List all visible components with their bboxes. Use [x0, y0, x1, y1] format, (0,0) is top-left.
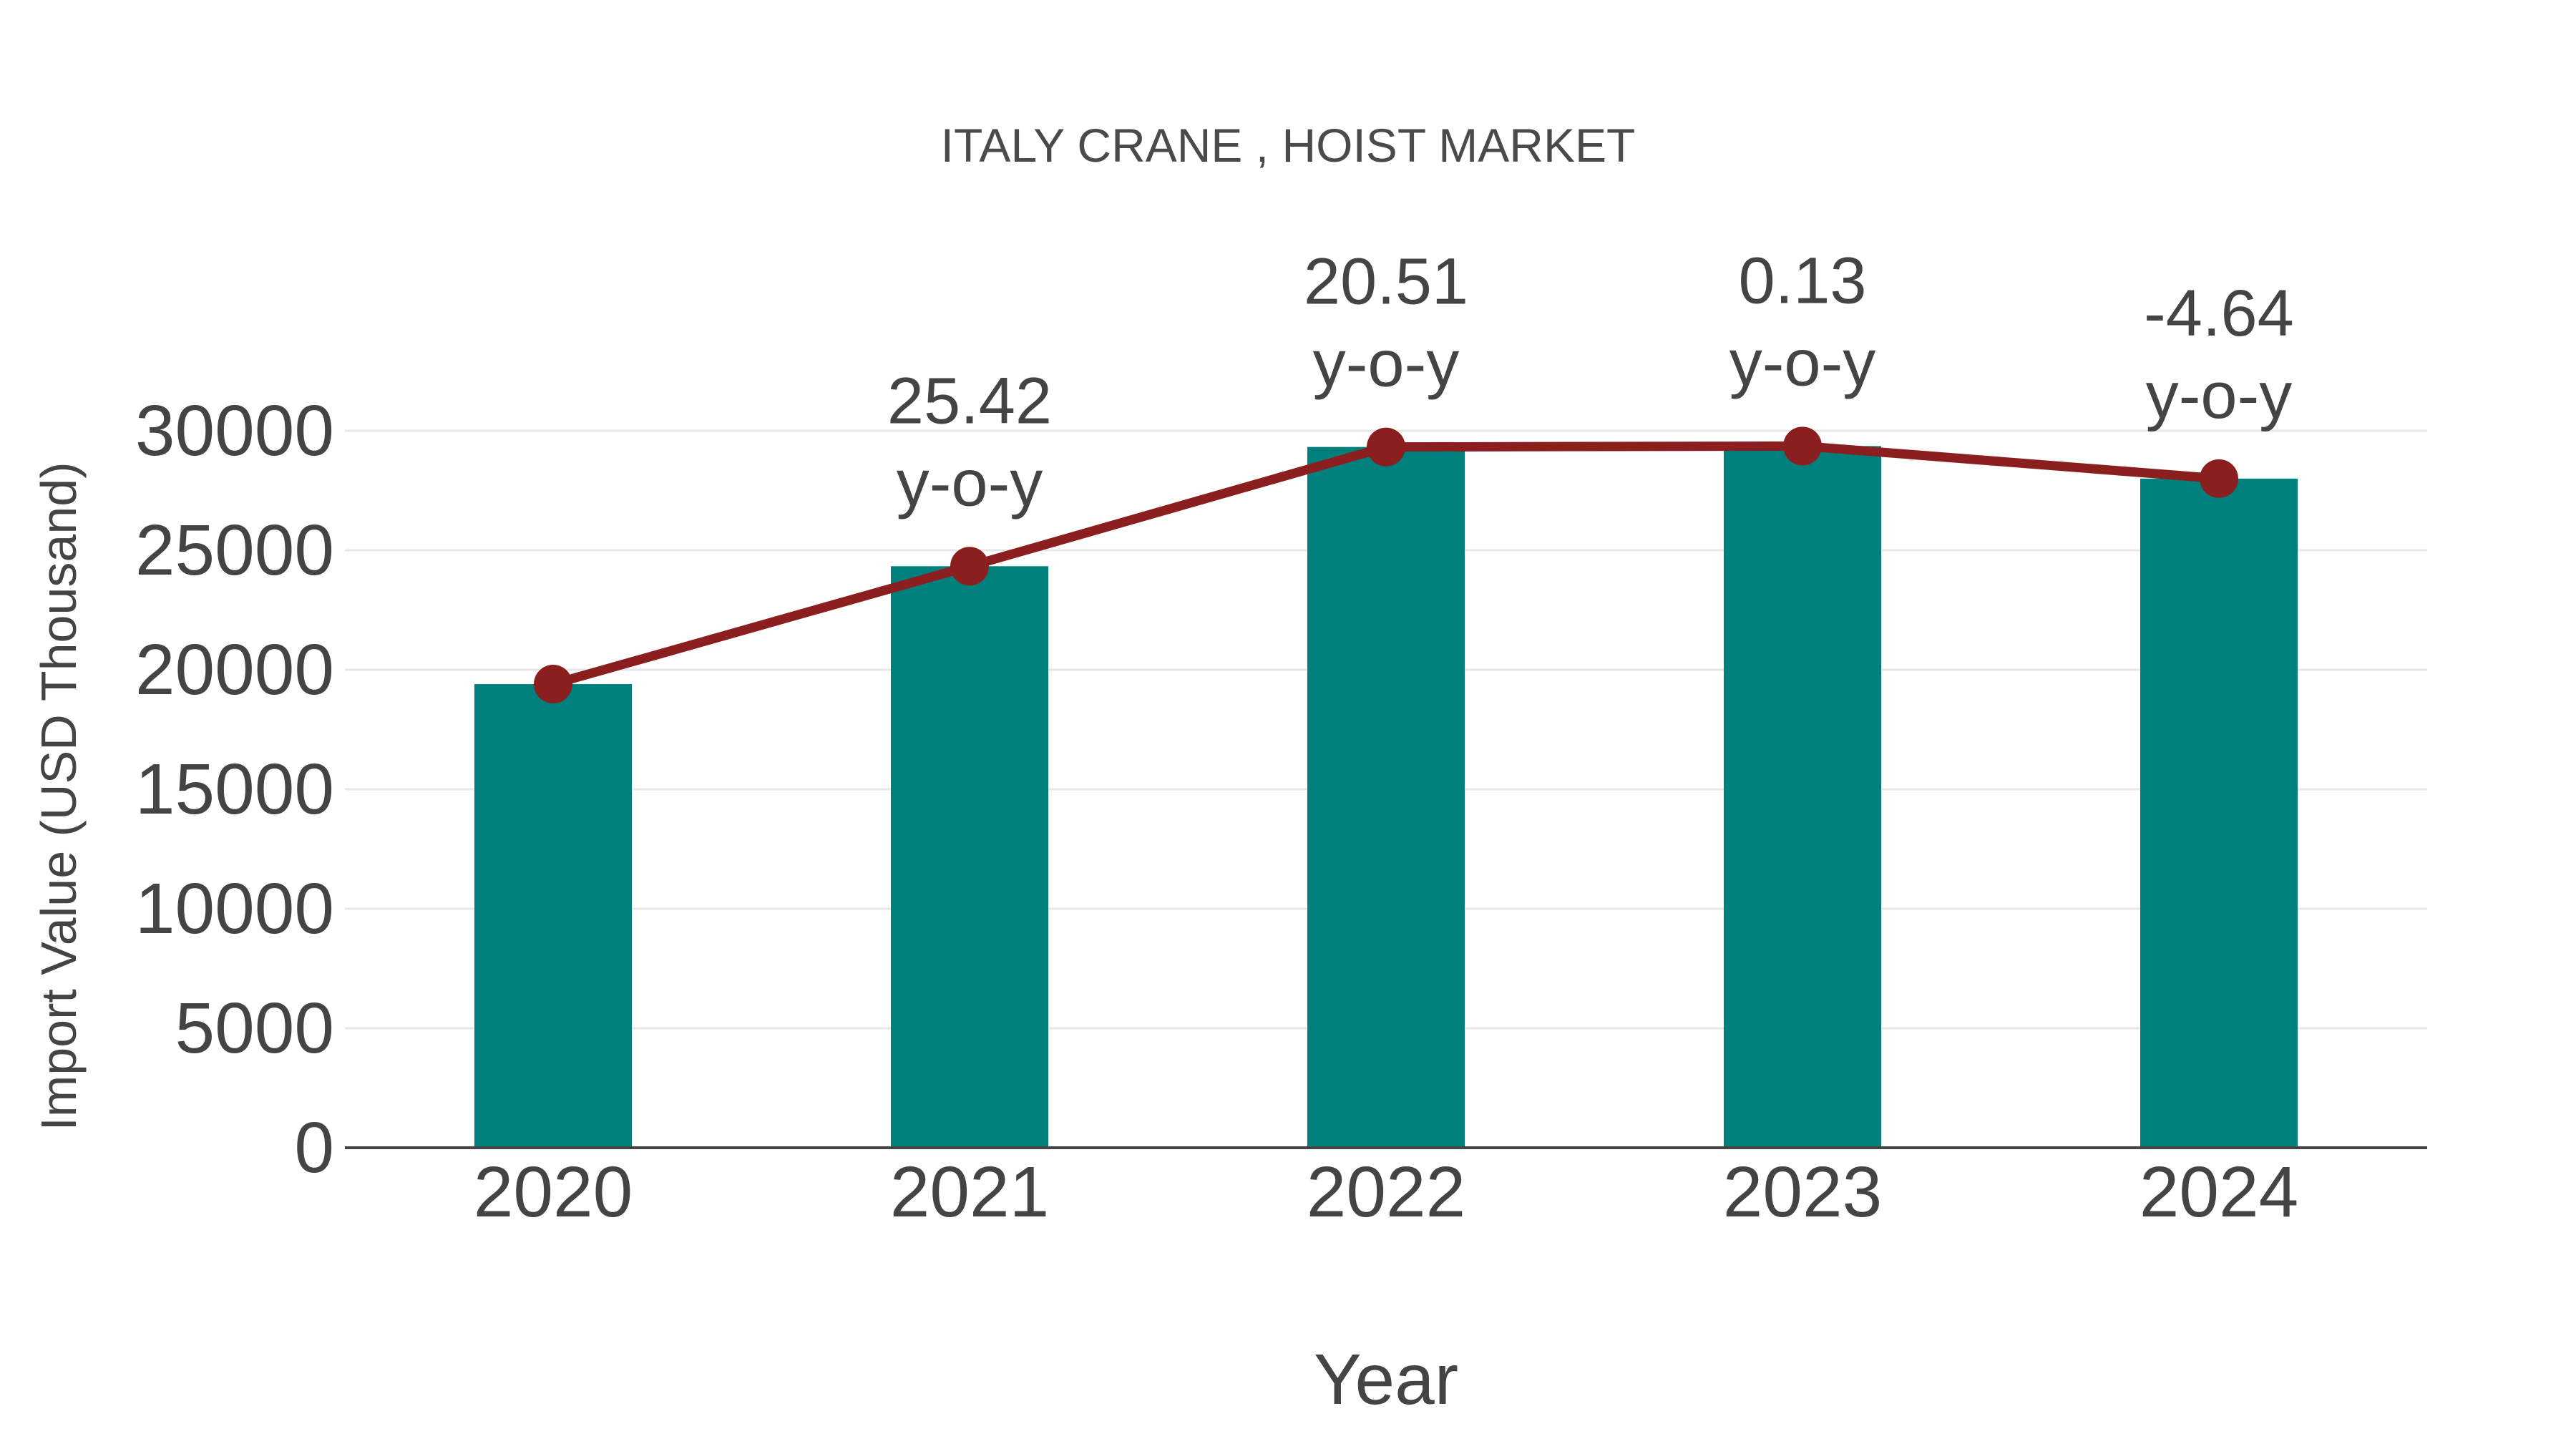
y-tick-label: 20000 — [135, 630, 334, 710]
y-tick-label: 25000 — [135, 510, 334, 590]
annotation-value: 0.13 — [1738, 244, 1866, 317]
data-point-marker-2024 — [2200, 459, 2238, 498]
bar-2022 — [1307, 447, 1465, 1148]
y-tick-label: 15000 — [135, 749, 334, 829]
bar-2020 — [474, 684, 632, 1148]
x-tick-label: 2021 — [890, 1152, 1049, 1232]
bar-2023 — [1724, 446, 1881, 1148]
data-point-marker-2021 — [950, 547, 989, 586]
annotation-suffix: y-o-y — [897, 447, 1043, 519]
bar-2024 — [2140, 478, 2298, 1148]
chart-title: ITALY CRANE , HOIST MARKET — [940, 119, 1636, 172]
data-point-marker-2023 — [1783, 426, 1822, 466]
annotation-suffix: y-o-y — [2146, 359, 2292, 432]
data-point-marker-2022 — [1367, 427, 1405, 467]
y-tick-label: 0 — [294, 1108, 334, 1188]
x-tick-label: 2024 — [2140, 1152, 2298, 1232]
x-tick-label: 2023 — [1723, 1152, 1882, 1232]
annotation-value: 20.51 — [1304, 245, 1468, 318]
annotation-suffix: y-o-y — [1729, 326, 1875, 399]
y-tick-label: 5000 — [175, 988, 334, 1068]
annotation-value: 25.42 — [887, 364, 1052, 437]
y-tick-label: 30000 — [135, 391, 334, 471]
bar-2021 — [891, 566, 1048, 1148]
x-axis-title: Year — [1313, 1340, 1459, 1420]
annotation-suffix: y-o-y — [1313, 328, 1459, 401]
data-point-marker-2020 — [534, 665, 572, 704]
y-tick-label: 10000 — [135, 869, 334, 949]
x-tick-label: 2020 — [474, 1152, 633, 1232]
annotation-value: -4.64 — [2144, 277, 2294, 350]
x-tick-label: 2022 — [1307, 1152, 1465, 1232]
